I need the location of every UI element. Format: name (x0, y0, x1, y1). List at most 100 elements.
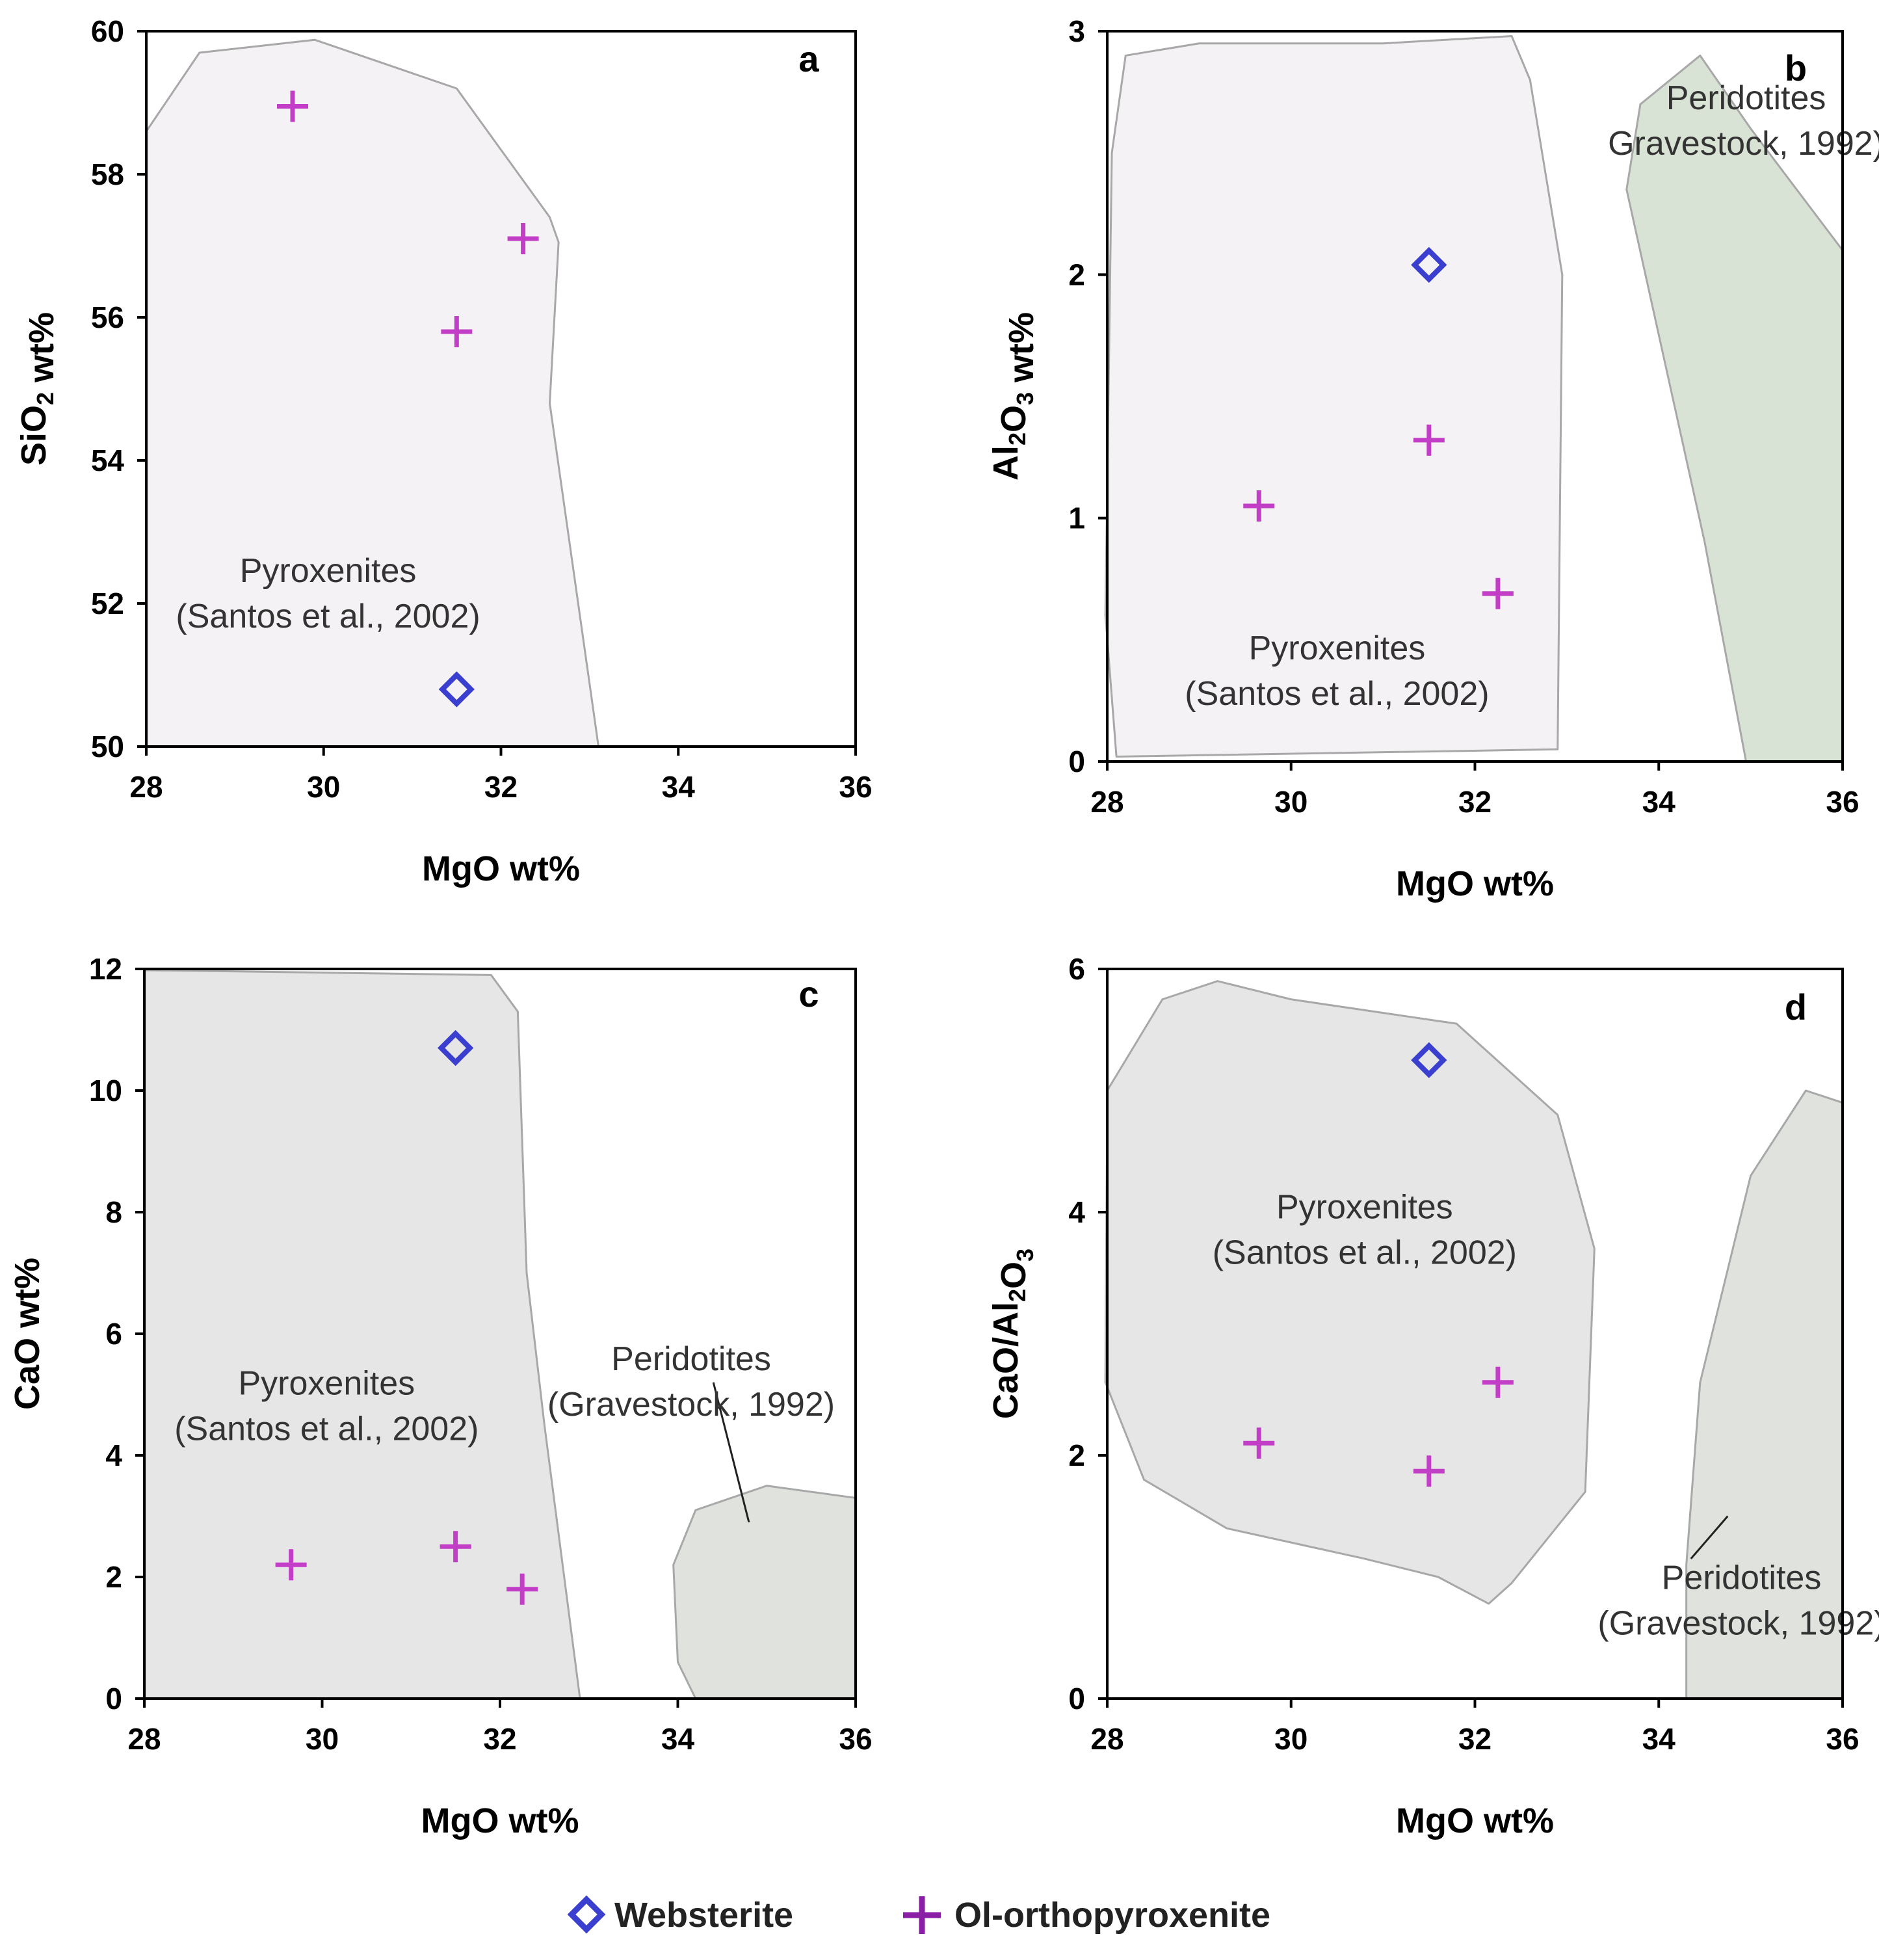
legend: Websterite Ol-orthopyroxenite (567, 1895, 1270, 1935)
panel-letter: a (798, 38, 819, 79)
field-label: Peridotites (Gravestock, 1992) (1597, 1559, 1879, 1643)
y-axis-label: CaO wt% (8, 1258, 47, 1410)
x-tick-label: 36 (839, 770, 872, 804)
field-label-line: (Santos et al., 2002) (174, 1410, 479, 1448)
field-label: Pyroxenites (Santos et al., 2002) (1213, 1188, 1517, 1271)
panel-a: Pyroxenites (Santos et al., 2002) 28 30 32 34… (14, 14, 873, 888)
field-label: Pyroxenites (Santos et al., 2002) (174, 1365, 479, 1448)
y-tick-label: 4 (1068, 1195, 1085, 1229)
x-tick-label: 34 (1642, 785, 1676, 819)
x-axis-label: MgO wt% (422, 849, 580, 888)
x-tick-label: 34 (1642, 1722, 1676, 1756)
field-label-line: (Santos et al., 2002) (1213, 1234, 1517, 1271)
x-tick-label: 28 (129, 770, 163, 804)
field-label-line: Pyroxenites (240, 552, 417, 590)
pyroxenite-field (1104, 980, 1596, 1605)
y-tick-label: 12 (89, 952, 122, 986)
y-tick-label: 10 (89, 1074, 122, 1107)
field-label-line: Peridotites (1662, 1559, 1822, 1597)
leader-line (712, 1382, 750, 1523)
x-axis-label: MgO wt% (421, 1801, 579, 1840)
x-tick-label: 32 (483, 1722, 516, 1756)
field-label-line: (Gravestock, 1992) (1597, 1605, 1879, 1643)
legend-ol-orthopyroxenite-label: Ol-orthopyroxenite (954, 1896, 1270, 1935)
y-tick-label: 1 (1068, 501, 1085, 535)
legend-websterite-label: Websterite (614, 1896, 793, 1935)
y-tick-label: 6 (1068, 952, 1085, 986)
x-tick-label: 36 (1826, 1722, 1859, 1756)
field-label: Pyroxenites (Santos et al., 2002) (1185, 629, 1489, 713)
ol-orthopyroxenite-point (277, 90, 309, 122)
websterite-point (1411, 246, 1447, 284)
x-tick-label: 32 (1458, 1722, 1491, 1756)
panel-letter: b (1785, 47, 1807, 88)
x-tick-label: 28 (127, 1722, 161, 1756)
panel-d: Pyroxenites (Santos et al., 2002) Peridoti… (986, 952, 1879, 1840)
ol-orthopyroxenite-point (1482, 1366, 1514, 1398)
field-label-line: (Santos et al., 2002) (1185, 675, 1489, 713)
y-tick-label: 4 (105, 1438, 122, 1472)
legend-ol-orthopyroxenite: Ol-orthopyroxenite (903, 1896, 1270, 1935)
y-tick-label: 8 (105, 1195, 122, 1229)
y-tick-label: 54 (91, 444, 125, 477)
ol-orthopyroxenite-point (506, 1573, 538, 1605)
y-tick-label: 60 (91, 14, 124, 48)
x-tick-label: 36 (839, 1722, 872, 1756)
field-label: Peridotites Gravestock, 1992) (1608, 79, 1879, 163)
pyroxenite-field (145, 38, 600, 748)
x-tick-label: 32 (1458, 785, 1491, 819)
y-tick-label: 3 (1068, 14, 1085, 48)
field-label-line: Pyroxenites (1249, 629, 1426, 667)
peridotite-field (672, 1485, 857, 1700)
x-tick-label: 34 (661, 1722, 695, 1756)
pyroxenite-field (1104, 34, 1564, 758)
y-axis-label: CaO/Al2O3 (986, 1249, 1038, 1419)
panel-c: Pyroxenites (Santos et al., 2002) Peridoti… (8, 952, 873, 1840)
ol-orthopyroxenite-point (1243, 490, 1275, 522)
y-tick-label: 0 (1068, 745, 1085, 778)
y-tick-label: 52 (91, 587, 124, 620)
panel-b: Pyroxenites (Santos et al., 2002) Peridoti… (986, 14, 1879, 903)
y-tick-label: 6 (105, 1317, 122, 1351)
x-tick-label: 36 (1826, 785, 1859, 819)
field-label-line: Pyroxenites (238, 1365, 415, 1403)
field-label-line: Gravestock, 1992) (1608, 125, 1879, 163)
field-label-line: (Gravestock, 1992) (547, 1386, 835, 1424)
y-axis-label: Al2O3 wt% (986, 312, 1041, 481)
field-label: Peridotites (Gravestock, 1992) (547, 1340, 835, 1424)
ol-orthopyroxenite-point (275, 1549, 307, 1581)
ol-orthopyroxenite-point (440, 1531, 471, 1563)
x-axis-label: MgO wt% (1396, 864, 1554, 903)
leader-line (1690, 1515, 1729, 1559)
ol-orthopyroxenite-point (1482, 577, 1514, 609)
websterite-point (438, 671, 475, 708)
ol-orthopyroxenite-point (1413, 1455, 1445, 1487)
panel-letter: d (1785, 987, 1807, 1027)
ol-orthopyroxenite-point (507, 223, 539, 254)
plus-icon (903, 1896, 941, 1934)
chart-panels: Pyroxenites (Santos et al., 2002)28 30 32 34… (8, 14, 1879, 1840)
websterite-point (1411, 1042, 1447, 1078)
ol-orthopyroxenite-point (1413, 424, 1445, 456)
x-tick-label: 28 (1090, 785, 1123, 819)
y-tick-label: 0 (1068, 1682, 1085, 1715)
x-tick-label: 30 (1274, 1722, 1307, 1756)
field-label-line: (Santos et al., 2002) (176, 598, 480, 635)
y-tick-label: 2 (105, 1560, 122, 1594)
x-tick-label: 34 (662, 770, 696, 804)
field-label-line: Peridotites (1666, 79, 1826, 117)
y-tick-label: 2 (1068, 258, 1085, 291)
y-tick-label: 50 (91, 730, 124, 763)
x-tick-label: 30 (1274, 785, 1307, 819)
y-tick-label: 58 (91, 157, 124, 191)
field-label: Pyroxenites (Santos et al., 2002) (176, 552, 480, 635)
x-tick-label: 28 (1090, 1722, 1123, 1756)
field-label-line: Peridotites (611, 1340, 771, 1378)
panel-letter: c (798, 973, 819, 1014)
x-axis-label: MgO wt% (1396, 1801, 1554, 1840)
ol-orthopyroxenite-point (1243, 1427, 1275, 1459)
x-tick-label: 30 (307, 770, 340, 804)
y-tick-label: 56 (91, 300, 124, 334)
y-tick-label: 2 (1068, 1438, 1085, 1472)
